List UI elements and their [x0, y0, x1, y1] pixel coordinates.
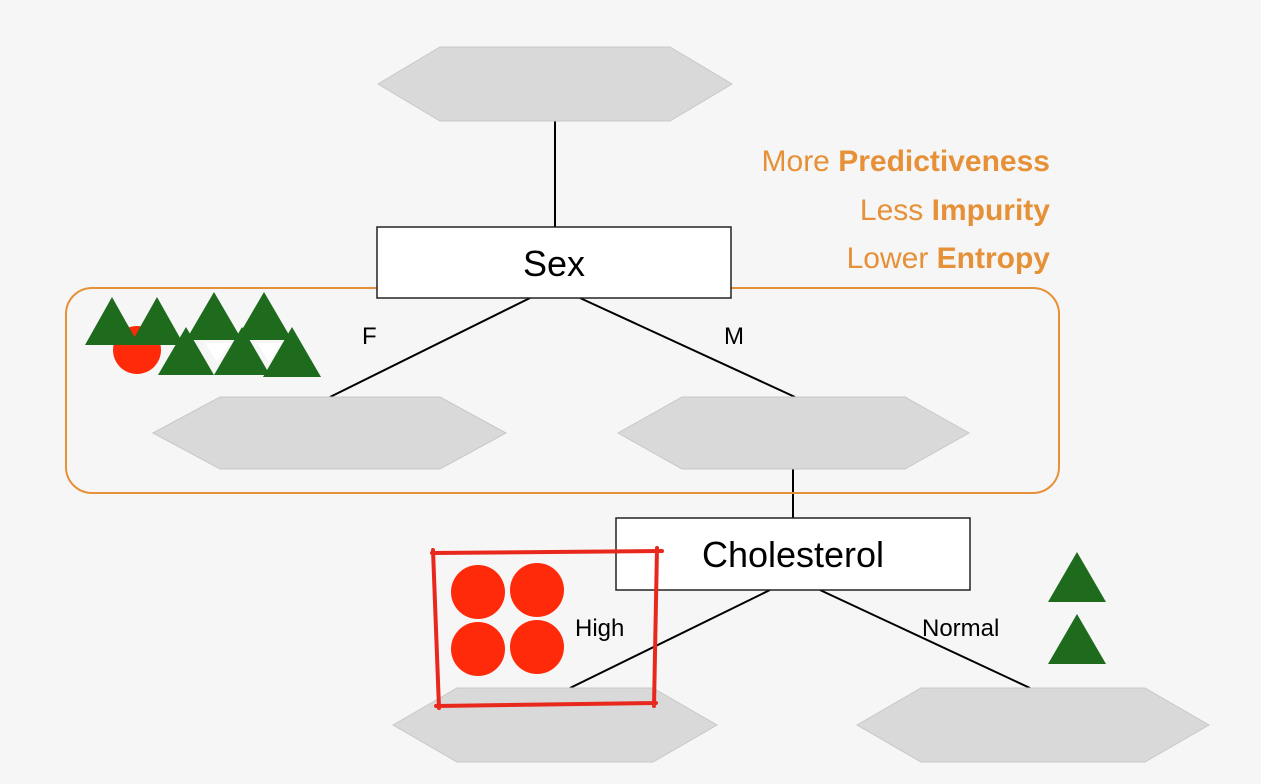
edge-cholesterol-normal: [819, 589, 1031, 689]
edge-cholesterol-high: [569, 589, 771, 689]
triangle-sample: [85, 297, 139, 345]
edge-sex-female: [329, 297, 531, 398]
male-node: [616, 396, 971, 470]
triangle-sample: [186, 292, 242, 340]
branch-label-female: F: [362, 323, 377, 350]
branch-label-normal: Normal: [922, 615, 999, 642]
branch-label-high: High: [575, 615, 624, 642]
normal-leaf: [856, 687, 1210, 763]
triangle-sample: [1048, 614, 1106, 664]
note-predictiveness: More Predictiveness: [762, 145, 1050, 178]
circle-sample: [451, 622, 505, 676]
annotation-notes: More Predictiveness Less Impurity Lower …: [762, 145, 1051, 275]
high-sample-cluster: [451, 563, 564, 676]
branch-label-male: M: [724, 323, 744, 350]
triangle-sample: [263, 327, 321, 377]
circle-sample: [510, 563, 564, 617]
triangle-sample: [1048, 552, 1106, 602]
circle-sample: [510, 620, 564, 674]
cholesterol-node: Cholesterol: [615, 517, 971, 591]
sex-node-label: Sex: [523, 243, 585, 284]
hand-drawn-highlight-box: [430, 546, 664, 710]
triangle-sample: [214, 327, 270, 375]
triangle-sample: [130, 297, 184, 345]
cholesterol-node-label: Cholesterol: [702, 534, 884, 575]
high-leaf: [392, 687, 718, 763]
female-sample-cluster: [85, 292, 321, 377]
note-impurity: Less Impurity: [860, 194, 1050, 227]
triangle-sample: [158, 327, 214, 375]
female-leaf: [151, 396, 508, 470]
circle-sample: [451, 565, 505, 619]
note-entropy: Lower Entropy: [847, 242, 1051, 275]
sex-node: Sex: [376, 226, 732, 299]
root-node: [377, 46, 733, 122]
edge-sex-male: [579, 297, 796, 398]
normal-sample-cluster: [1048, 552, 1106, 664]
triangle-sample: [236, 292, 292, 340]
